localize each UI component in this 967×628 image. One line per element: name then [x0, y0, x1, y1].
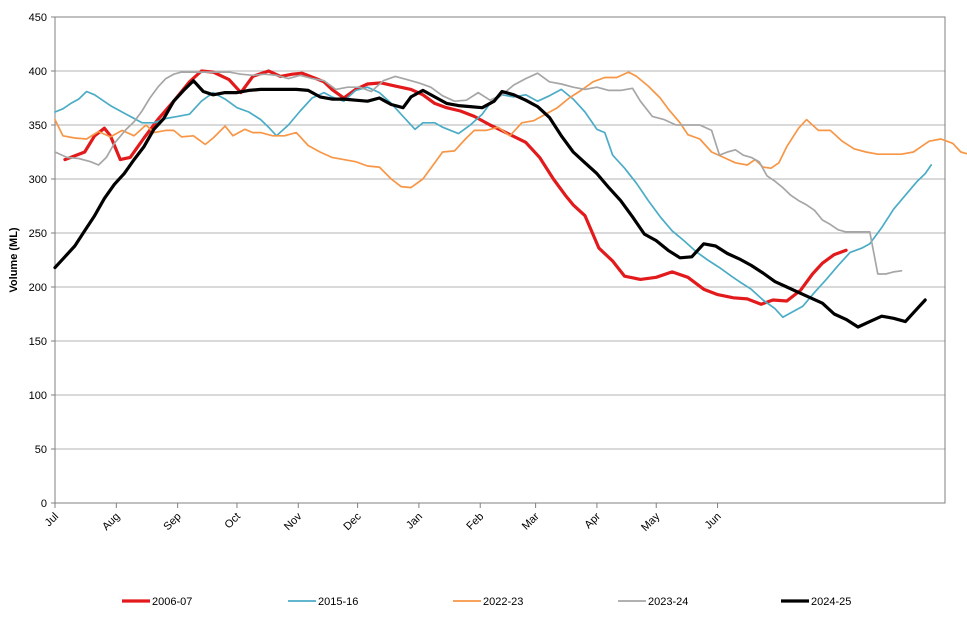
y-axis-title: Volume (ML) — [8, 227, 20, 293]
y-tick-label: 300 — [29, 174, 47, 186]
series-line-2023-24 — [54, 71, 903, 275]
y-tick-label: 350 — [29, 120, 47, 132]
y-tick-label: 150 — [29, 336, 47, 348]
legend: 2006-07 2015-16 2022-23 2023-24 2024-25 — [122, 596, 851, 608]
y-tick-label: 100 — [29, 390, 47, 402]
y-axis: 0 50 100 150 200 250 300 350 400 450 — [29, 12, 55, 510]
legend-label: 2006-07 — [152, 596, 192, 608]
y-tick-label: 450 — [29, 12, 47, 24]
y-tick-label: 50 — [35, 444, 47, 456]
y-tick-label: 0 — [41, 498, 47, 510]
series-line-2024-25 — [53, 79, 927, 329]
y-tick-label: 200 — [29, 282, 47, 294]
series-lines — [53, 69, 967, 329]
legend-label: 2024-25 — [811, 596, 851, 608]
legend-label: 2022-23 — [483, 596, 523, 608]
y-tick-label: 250 — [29, 228, 47, 240]
legend-label: 2023-24 — [648, 596, 688, 608]
legend-label: 2015-16 — [318, 596, 358, 608]
plot-area — [54, 16, 946, 504]
series-line-2022-23 — [54, 71, 967, 189]
series-line-2006-07 — [63, 69, 848, 306]
y-tick-label: 400 — [29, 66, 47, 78]
